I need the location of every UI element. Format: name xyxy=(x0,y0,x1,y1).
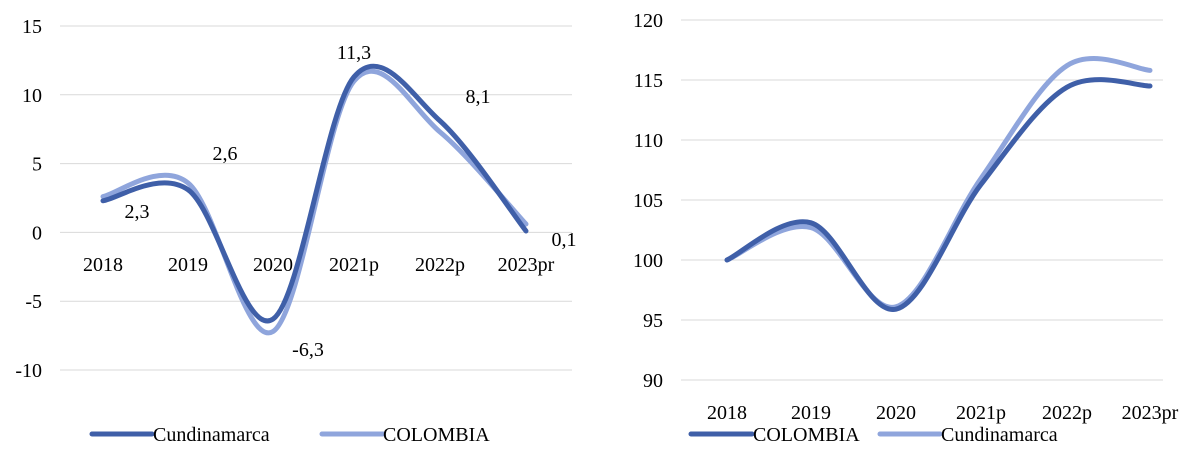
y-tick-label: 5 xyxy=(32,154,42,176)
y-tick-label: 95 xyxy=(643,310,663,332)
y-tick-label: 10 xyxy=(22,85,42,107)
data-label: 8,1 xyxy=(466,86,491,108)
x-tick-label: 2021p xyxy=(956,402,1006,424)
data-label: 2,6 xyxy=(213,143,238,165)
y-tick-label: 15 xyxy=(22,16,42,38)
legend-label: COLOMBIA xyxy=(753,424,860,446)
left-chart: 15 10 5 0 -5 -10 2018 2019 2020 2021p 2022p 2023pr 2… xyxy=(15,16,576,446)
x-tick-label: 2022p xyxy=(415,254,465,276)
data-label: 0,1 xyxy=(552,229,577,251)
x-tick-label: 2019 xyxy=(791,402,831,424)
legend-label: Cundinamarca xyxy=(941,424,1058,446)
y-tick-label: -5 xyxy=(25,291,42,313)
y-tick-label: 90 xyxy=(643,370,663,392)
y-tick-label: 115 xyxy=(634,70,663,92)
data-label: 11,3 xyxy=(337,42,371,64)
y-tick-label: -10 xyxy=(15,360,42,382)
x-tick-label: 2020 xyxy=(253,254,293,276)
data-label: 2,3 xyxy=(125,201,150,223)
y-tick-label: 110 xyxy=(634,130,663,152)
x-tick-label: 2022p xyxy=(1042,402,1092,424)
y-tick-label: 105 xyxy=(633,190,663,212)
y-tick-label: 100 xyxy=(633,250,663,272)
series-line-cundinamarca xyxy=(724,56,1153,310)
x-tick-label: 2018 xyxy=(83,254,123,276)
right-chart: 120 115 110 105 100 95 90 2018 2019 2020 2021p 2022… xyxy=(633,10,1179,446)
data-label: -6,3 xyxy=(292,339,324,361)
legend-label: Cundinamarca xyxy=(153,424,270,446)
legend-label: COLOMBIA xyxy=(383,424,490,446)
y-tick-label: 120 xyxy=(633,10,663,32)
x-tick-label: 2018 xyxy=(707,402,747,424)
x-tick-label: 2023pr xyxy=(498,254,555,276)
x-tick-label: 2021p xyxy=(329,254,379,276)
series-line-colombia xyxy=(724,77,1153,312)
series-line-cundinamarca xyxy=(100,63,529,324)
y-tick-label: 0 xyxy=(32,222,42,244)
x-tick-label: 2020 xyxy=(876,402,916,424)
x-tick-label: 2019 xyxy=(168,254,208,276)
x-tick-label: 2023pr xyxy=(1122,402,1179,424)
